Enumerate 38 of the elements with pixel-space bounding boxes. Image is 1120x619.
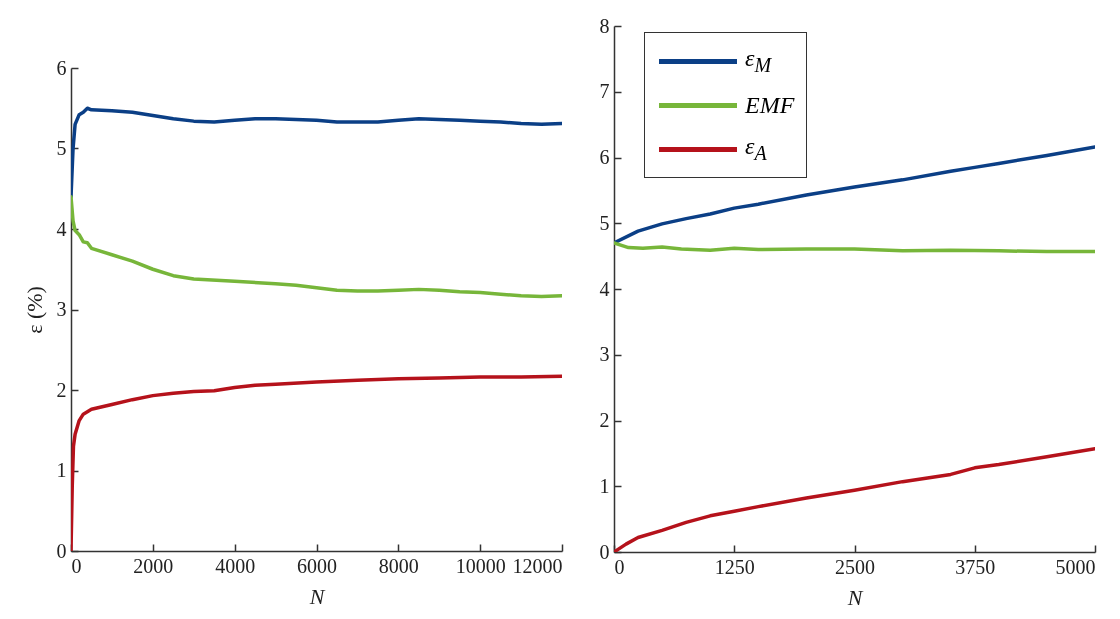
line-series bbox=[71, 195, 562, 299]
y-tick-label: 5 bbox=[56, 137, 67, 159]
y-tick-label: 3 bbox=[56, 298, 67, 320]
x-tick-label: 1250 bbox=[714, 555, 755, 578]
x-tick-label: 0 bbox=[71, 554, 82, 577]
x-tick-label: 3750 bbox=[955, 555, 996, 578]
line-series bbox=[614, 145, 1095, 245]
x-axis-title: N bbox=[308, 583, 326, 609]
x-axis-title: N bbox=[846, 584, 864, 610]
x-tick-label: 0 bbox=[614, 555, 625, 578]
line-series bbox=[71, 106, 562, 199]
x-tick-label: 4000 bbox=[215, 554, 256, 577]
y-tick-label: 7 bbox=[599, 80, 610, 103]
x-tick-label: 2500 bbox=[835, 555, 875, 578]
x-tick-label: 8000 bbox=[378, 554, 419, 577]
y-tick-label: 0 bbox=[56, 539, 67, 562]
y-tick-label: 3 bbox=[599, 343, 610, 366]
y-tick-label: 1 bbox=[56, 459, 67, 481]
y-tick-label: 0 bbox=[599, 540, 610, 563]
y-tick-label: 2 bbox=[56, 378, 67, 401]
legend-label: ε$_{M}$ bbox=[745, 45, 772, 77]
legend-label: EMF bbox=[745, 91, 795, 119]
legend-label: ε$_{A}$ bbox=[745, 133, 767, 165]
x-tick-label: 5000 bbox=[1055, 555, 1096, 578]
y-tick-label: 6 bbox=[56, 56, 67, 79]
y-tick-label: 5 bbox=[599, 211, 610, 234]
y-tick-label: 1 bbox=[599, 474, 610, 497]
x-tick-label: 12000 bbox=[512, 554, 563, 577]
x-tick-label: 6000 bbox=[297, 554, 337, 577]
y-tick-label: 4 bbox=[599, 277, 610, 300]
x-tick-label: 10000 bbox=[455, 554, 506, 577]
y-tick-label: 4 bbox=[56, 217, 67, 240]
y-axis-title: ε (%) bbox=[21, 286, 47, 334]
y-tick-label: 2 bbox=[599, 409, 610, 431]
line-series bbox=[614, 241, 1095, 254]
y-tick-label: 6 bbox=[599, 146, 610, 168]
x-tick-label: 2000 bbox=[133, 554, 174, 577]
y-tick-label: 8 bbox=[599, 14, 610, 37]
